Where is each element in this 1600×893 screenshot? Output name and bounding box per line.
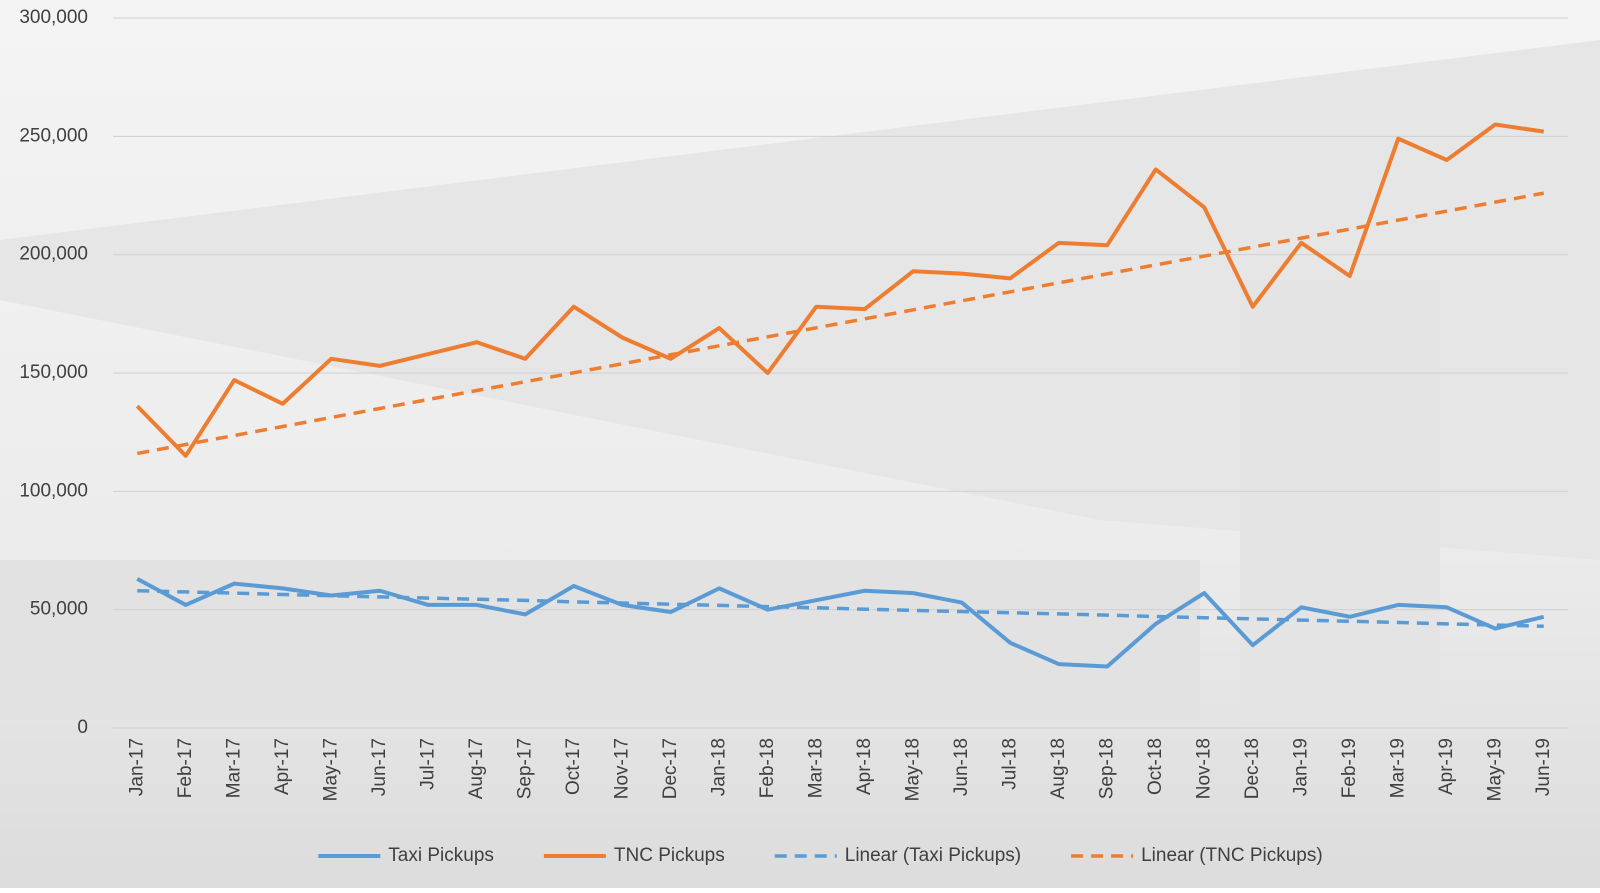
- legend-label: Taxi Pickups: [388, 845, 494, 866]
- x-tick-label: Feb-19: [1339, 738, 1360, 798]
- x-tick-label: Nov-17: [611, 738, 632, 799]
- series-line: [136, 577, 1545, 669]
- y-tick-label: 200,000: [19, 244, 88, 265]
- x-tick-label: Sep-17: [514, 738, 535, 799]
- legend-label: Linear (TNC Pickups): [1141, 845, 1323, 866]
- background-shape: [0, 560, 1200, 720]
- x-tick-label: Oct-17: [563, 738, 584, 795]
- x-tick-label: Feb-17: [175, 738, 196, 798]
- x-tick-label: Dec-18: [1242, 738, 1263, 799]
- series-line: [137, 588, 1544, 628]
- x-tick-label: Aug-18: [1048, 738, 1069, 799]
- legend-label: Linear (Taxi Pickups): [845, 845, 1021, 866]
- x-tick-label: Aug-17: [466, 738, 487, 799]
- x-tick-label: Apr-17: [272, 738, 293, 795]
- x-tick-label: Jul-18: [999, 738, 1020, 790]
- x-tick-label: Mar-19: [1387, 738, 1408, 798]
- background-shape: [0, 40, 1600, 560]
- y-tick-label: 150,000: [19, 362, 88, 383]
- x-tick-label: Feb-18: [757, 738, 778, 798]
- x-tick-label: Jan-17: [126, 738, 147, 796]
- x-tick-label: May-18: [902, 738, 923, 801]
- x-tick-label: Jun-19: [1533, 738, 1554, 796]
- series-line: [136, 191, 1545, 456]
- x-tick-label: May-19: [1484, 738, 1505, 801]
- x-tick-label: Apr-19: [1436, 738, 1457, 795]
- x-tick-label: Mar-17: [223, 738, 244, 798]
- legend-label: TNC Pickups: [614, 845, 725, 866]
- y-tick-label: 100,000: [19, 480, 88, 501]
- x-tick-label: Jan-19: [1290, 738, 1311, 796]
- x-tick-label: Jun-18: [951, 738, 972, 796]
- x-tick-label: Jul-17: [417, 738, 438, 790]
- y-tick-label: 0: [77, 717, 88, 738]
- background-shape: [1240, 280, 1440, 730]
- x-tick-label: Jun-17: [369, 738, 390, 796]
- y-tick-label: 300,000: [19, 7, 88, 28]
- x-tick-label: Sep-18: [1096, 738, 1117, 799]
- y-tick-label: 250,000: [19, 125, 88, 146]
- x-tick-label: Apr-18: [854, 738, 875, 795]
- x-tick-label: Mar-18: [805, 738, 826, 798]
- y-tick-label: 50,000: [30, 599, 88, 620]
- x-tick-label: Oct-18: [1145, 738, 1166, 795]
- x-tick-label: Dec-17: [660, 738, 681, 799]
- x-tick-label: May-17: [320, 738, 341, 801]
- x-tick-label: Jan-18: [708, 738, 729, 796]
- series-line: [135, 122, 1545, 458]
- x-tick-label: Nov-18: [1193, 738, 1214, 799]
